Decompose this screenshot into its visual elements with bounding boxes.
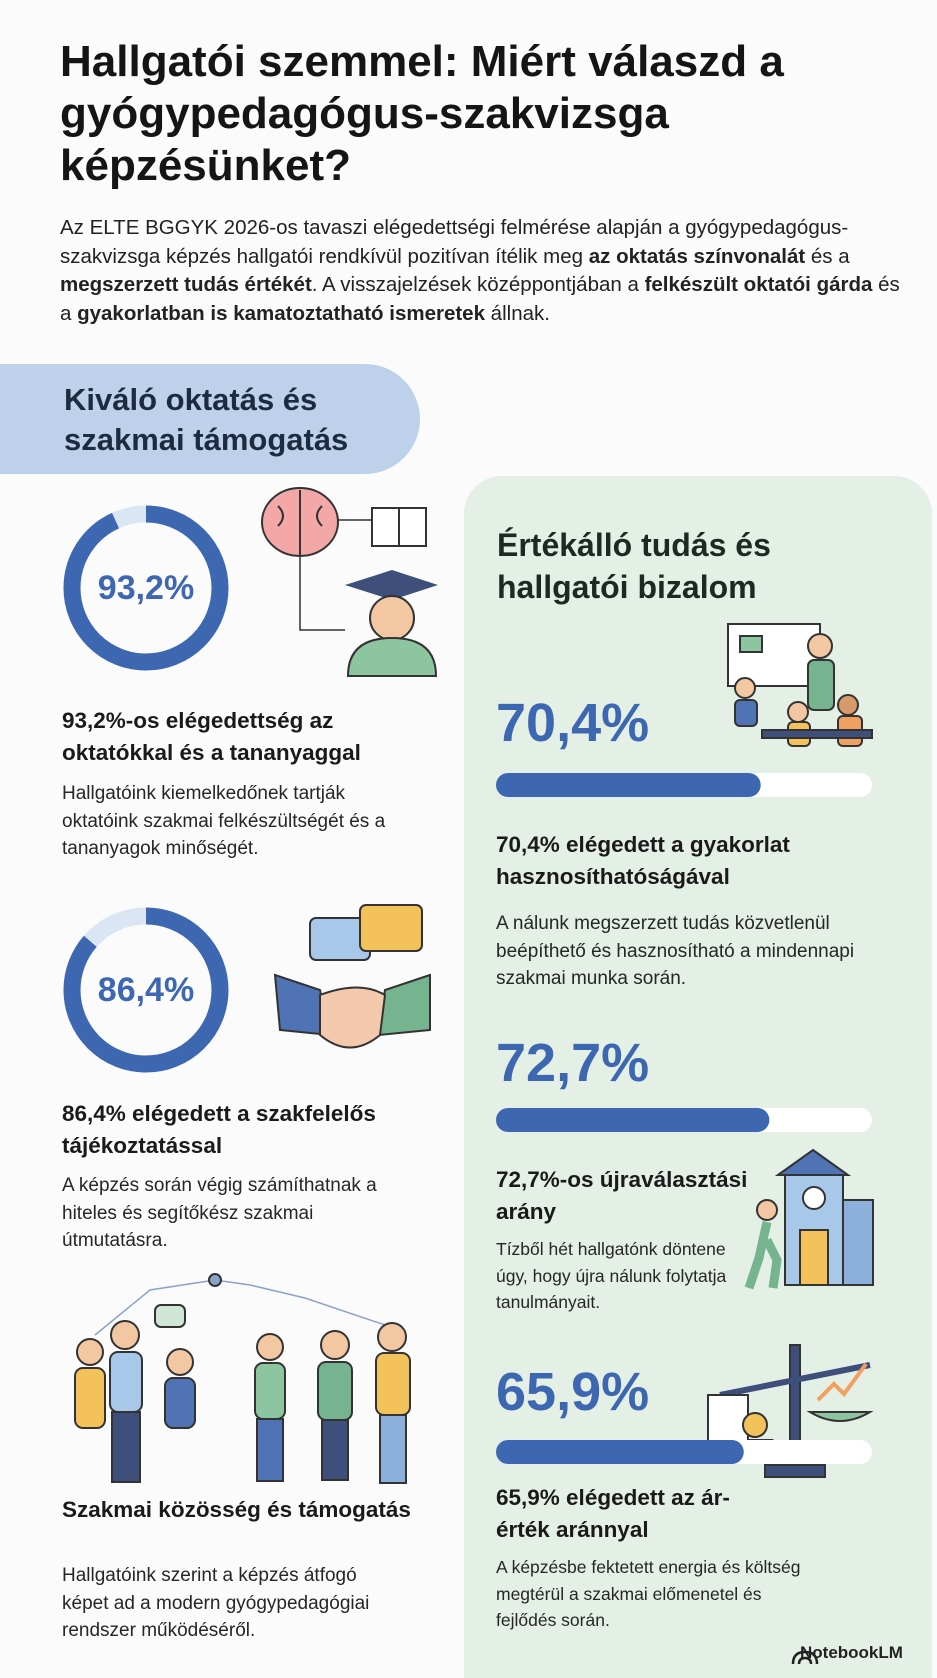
intro-text: gyakorlatban is kamatoztatható ismeretek [77,301,485,325]
item-text: A nálunk megszerzett tudás közvetlenül b… [496,913,855,989]
intro-text: felkészült oktatói gárda [644,273,873,296]
ring-label: 86,4% [97,971,195,1009]
value-label: 70,4% [496,693,650,753]
bar [496,1108,770,1132]
intro-text: Az ELTE BGGYK 2026-os tavaszi elégedetts… [60,216,849,268]
ring-label: 93,2% [97,569,195,607]
brand: NotebookLM [800,1643,903,1662]
icon-handshake [273,904,431,1049]
section-panel [464,476,932,1678]
icon-brain [261,487,438,677]
item-heading: 93,2%-os elégedettség az oktatókkal és a… [62,708,361,765]
intro-text: és a [60,273,900,325]
item-text: Tízből hét hallgatónk döntene úgy, hogy … [496,1239,727,1312]
intro-text: megszerzett tudás értékét [60,273,312,296]
intro: Az ELTE BGGYK 2026-os tavaszi elégedetts… [60,214,900,328]
value-label: 65,9% [496,1362,650,1422]
item-text: A képzés során végig számíthatnak a hite… [62,1175,377,1251]
item-text: Hallgatóink kiemelkedőnek tartják oktató… [62,783,386,859]
item-heading: 70,4% elégedett a gyakorlat hasznosíthat… [496,832,790,889]
item-heading: Szakmai közösség és támogatás [62,1497,411,1522]
item-text: Hallgatóink szerint a képzés átfogó képe… [62,1565,370,1641]
icon-classroom [727,623,873,747]
item-heading: 86,4% elégedett a szakfelelős tájékoztat… [62,1101,376,1158]
item-text: A képzésbe fektetett energia és költség … [496,1557,801,1630]
icon-building [744,1148,874,1290]
value-label: 72,7% [496,1033,650,1093]
intro-text: az oktatás színvonalát [588,244,806,268]
icon-community [74,1273,411,1484]
brand-logo [791,1650,819,1665]
ring-arc [63,505,229,671]
section-title: Kiváló oktatás és szakmai támogatás [64,382,349,457]
bar [496,1440,744,1464]
bar [496,773,761,797]
ring-arc [63,907,229,1073]
section-title: Értékálló tudás és hallgatói bizalom [497,527,771,605]
intro-text: . A visszajelzések középpontjában a [311,273,645,296]
item-heading: 72,7%-os újraválasztási arány [496,1167,748,1224]
intro-text: állnak. [484,301,550,325]
intro-text: és a [805,244,850,268]
item-heading: 65,9% elégedett az ár-érték aránnyal [496,1485,730,1542]
title: Hallgatói szemmel: Miért válaszd a gyógy… [60,37,784,190]
section-pill [0,364,420,474]
